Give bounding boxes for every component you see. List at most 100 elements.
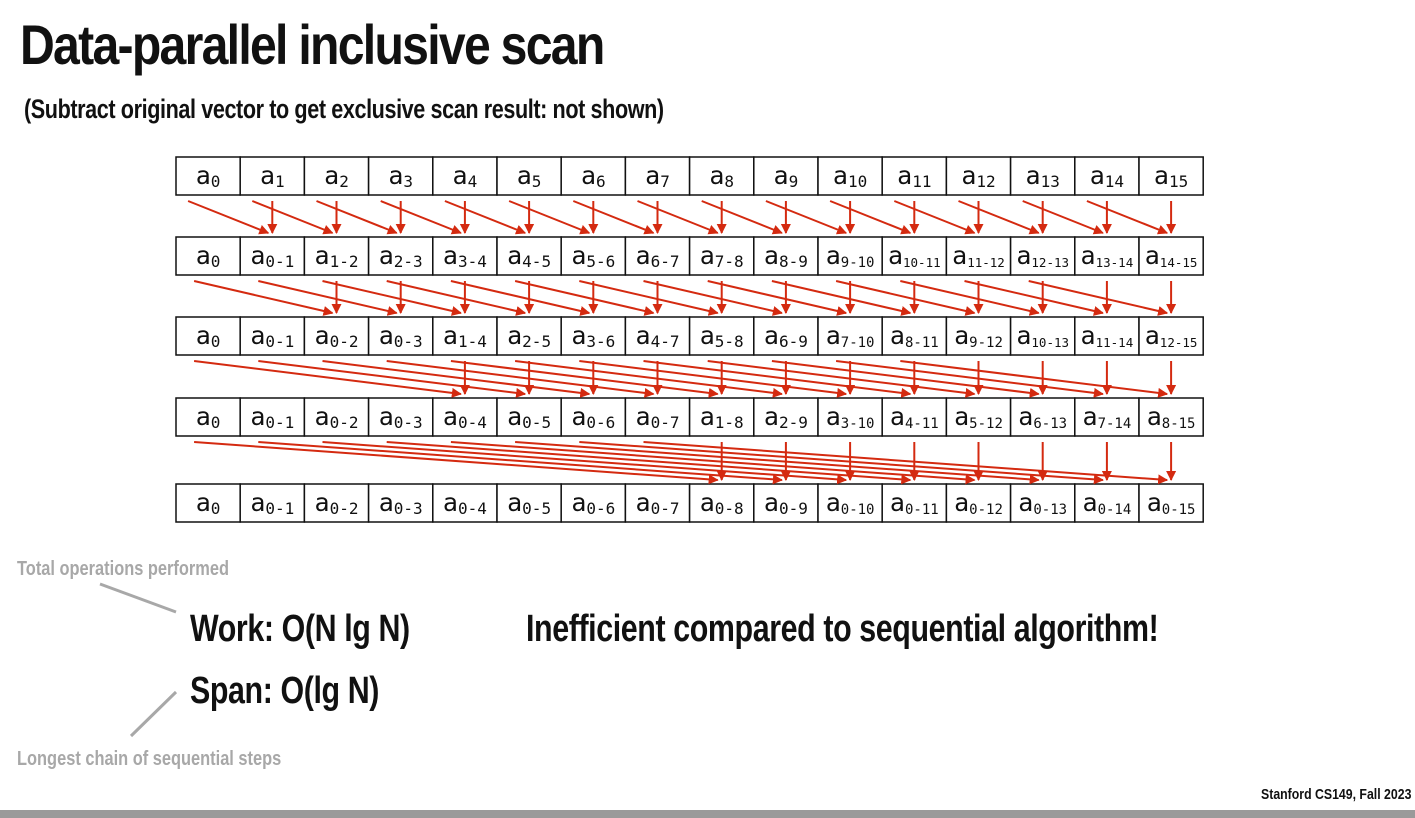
add-arrow [835,280,976,316]
add-arrow [637,200,719,235]
scan-cell: a0-8 [688,483,755,523]
add-arrow [579,441,1104,485]
add-arrow [707,360,976,398]
scan-row-2: a0 a0-1 a0-2 a0-3 a1-4 a2-5 a3-6 a4-7 a5-8 a6-9 a7… [175,316,1204,356]
add-arrow [900,280,1040,316]
scan-cell-box [1009,236,1076,276]
add-arrow [900,360,1169,398]
scan-cell: a0-4 [432,397,498,437]
scan-cell-box [496,397,562,437]
scan-cell-label: a10-11 [888,241,941,270]
scan-cell-label: a12 [961,161,995,191]
scan-cell-label: a4-7 [636,321,680,351]
span-note: Longest chain of sequential steps [17,748,282,770]
scan-cell-box [817,236,883,276]
scan-cell-box [432,316,498,356]
add-arrow [579,360,848,398]
scan-cell-box [688,236,755,276]
scan-cell-label: a0-15 [1147,488,1196,518]
add-arrow [386,280,527,316]
scan-cell-label: a0-11 [890,488,939,518]
add-arrow [771,280,912,316]
scan-cell: a13-14 [1074,236,1140,276]
scan-cell: a13 [1009,156,1076,196]
scan-cell-label: a10-13 [1016,321,1069,350]
scan-cell: a4-11 [881,397,948,437]
scan-cell: a5-8 [688,316,755,356]
scan-cell: a8-15 [1138,397,1204,437]
scan-cell: a1 [239,156,306,196]
scan-cell-label: a6-13 [1018,402,1067,432]
scan-cell-box [560,236,627,276]
scan-cell: a5-12 [945,397,1012,437]
footer-credit: Stanford CS149, Fall 2023 [1260,786,1411,803]
add-arrow [187,200,270,235]
scan-cell-label: a4-11 [890,402,939,432]
add-arrow [193,280,334,316]
add-arrow [193,360,462,398]
scan-cell: a7-14 [1074,397,1140,437]
add-arrow [258,360,527,398]
scan-cell-label: a1-8 [700,402,744,432]
scan-cell-label: a7-14 [1083,402,1132,432]
scan-cell-label: a0-4 [443,402,487,432]
add-arrow [450,360,719,398]
scan-cell-label: a6 [581,161,606,191]
arrow-layer-1 [187,200,1177,235]
scan-cell-label: a0 [196,402,221,432]
scan-cell-box [303,156,370,196]
scan-cell-box [560,397,627,437]
scan-cell-label: a3-4 [443,241,487,271]
scan-cell-label: a0-2 [315,321,359,351]
scan-cell-label: a11-12 [952,241,1005,270]
scan-cell-label: a3-6 [571,321,615,351]
scan-cell-label: a0-13 [1018,488,1067,518]
scan-cell: a0 [175,316,241,356]
scan-cell-box [1138,156,1204,196]
scan-cell: a3 [367,156,434,196]
scan-row-4: a0 a0-1 a0-2 a0-3 a0-4 a0-5 a0-6 a0-7 a0-8 a0-9 a0… [175,483,1204,523]
scan-cell: a0-6 [560,483,627,523]
scan-cell-box [945,156,1012,196]
add-arrow [380,200,462,235]
scan-cell: a0-12 [945,483,1012,523]
scan-cell: a12 [945,156,1012,196]
add-arrow [1022,200,1104,235]
scan-cell: a0-14 [1074,483,1140,523]
add-arrow [771,360,1040,398]
scan-cell-label: a7 [645,161,670,191]
scan-cell-label: a9 [774,161,799,191]
scan-cell-label: a15 [1154,161,1188,191]
scan-cell: a4-7 [624,316,691,356]
scan-cell: a0-10 [817,483,883,523]
scan-cell: a0-1 [239,483,306,523]
scan-cell-label: a11 [897,161,931,191]
scan-cell-label: a11-14 [1081,321,1134,350]
scan-cell: a2-9 [753,397,819,437]
scan-cell-box [496,316,562,356]
scan-cell-box [175,156,241,196]
scan-cell: a11 [881,156,948,196]
scan-cell: a0-5 [496,483,562,523]
add-arrow [514,360,783,398]
add-arrow [579,280,719,316]
add-arrow [1028,280,1169,316]
scan-cell: a0-2 [303,316,370,356]
scan-cell: a1-4 [432,316,498,356]
scan-cell-box [881,236,948,276]
scan-cell-label: a0-3 [379,321,423,351]
scan-cell: a0 [175,397,241,437]
scan-cell-box [945,236,1012,276]
scan-cell: a12-15 [1138,316,1204,356]
scan-cell: a9-10 [817,236,883,276]
scan-cell-box [624,236,691,276]
scan-cell: a11-14 [1074,316,1140,356]
add-arrow [194,441,719,485]
scan-cell-box [367,316,434,356]
scan-cell: a11-12 [945,236,1012,276]
add-arrow [893,200,976,235]
scan-cell-label: a6-7 [636,241,680,271]
scan-cell-label: a6-9 [764,321,808,351]
scan-cell: a0-1 [239,316,306,356]
scan-cell-box [496,156,562,196]
